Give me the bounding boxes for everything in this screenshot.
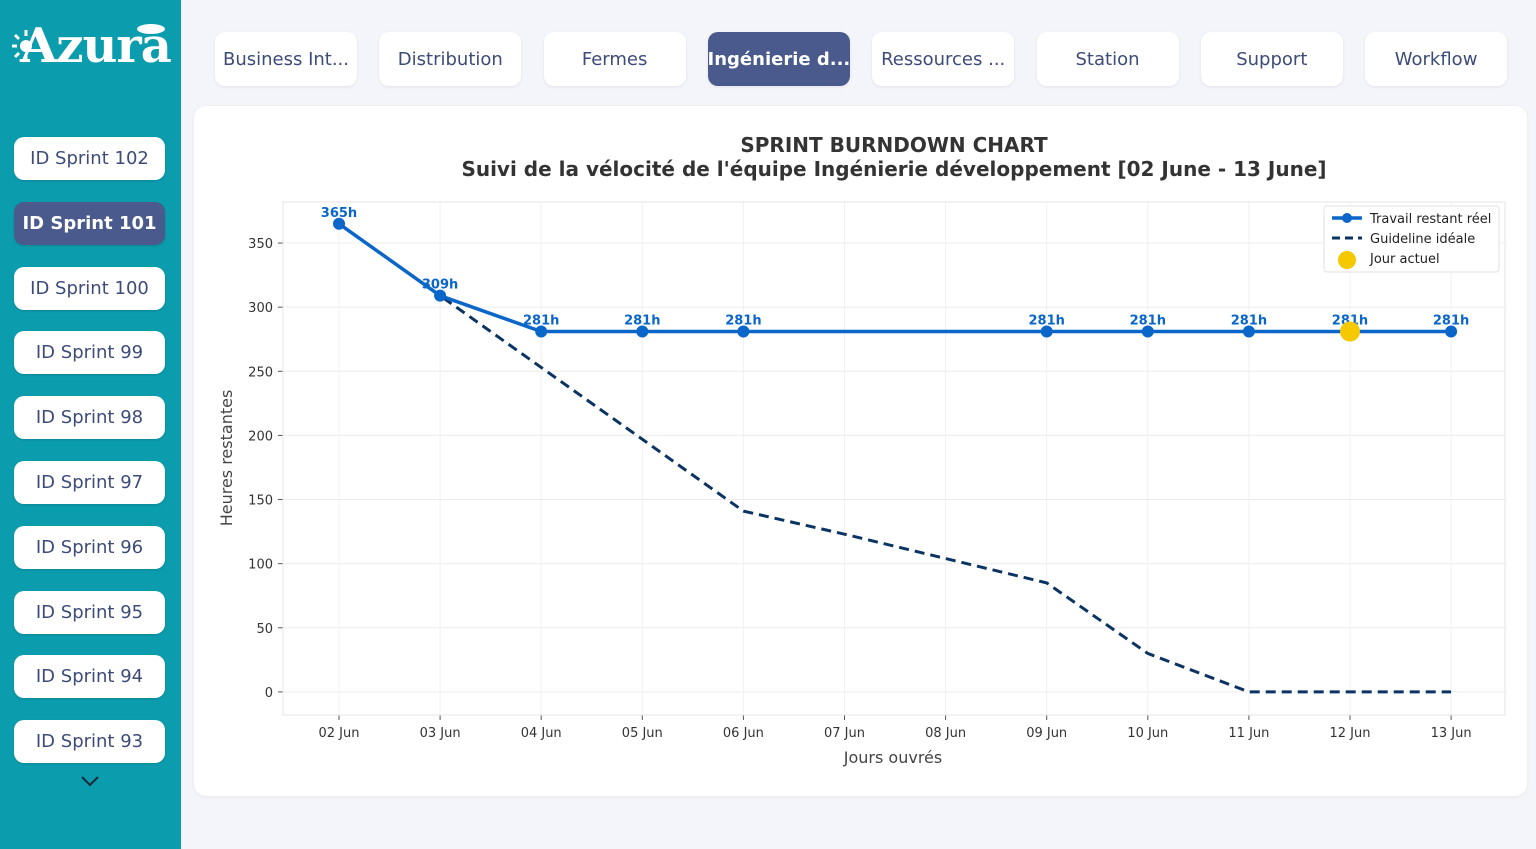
sidebar-item-sprint[interactable]: ID Sprint 93	[14, 720, 165, 764]
sidebar-item-sprint[interactable]: ID Sprint 96	[14, 525, 165, 569]
x-tick-label: 08 Jun	[925, 726, 966, 741]
x-tick-label: 04 Jun	[521, 726, 562, 741]
x-tick-label: 07 Jun	[824, 726, 865, 741]
data-label: 281h	[725, 314, 761, 329]
x-tick-label: 12 Jun	[1330, 726, 1371, 741]
chart-card: SPRINT BURNDOWN CHART Suivi de la vélocit…	[194, 106, 1527, 796]
tab[interactable]: Station	[1036, 32, 1179, 86]
legend-box	[1323, 205, 1500, 273]
y-tick-label: 200	[248, 429, 273, 444]
ideal-guideline	[338, 222, 1452, 694]
tab[interactable]: Support	[1200, 32, 1343, 86]
today-marker	[1340, 321, 1360, 342]
y-tick-label: 50	[256, 622, 273, 637]
actual-point	[535, 325, 548, 338]
tab[interactable]: Business Int...	[215, 32, 357, 86]
chart-title: SPRINT BURNDOWN CHART	[740, 133, 1048, 157]
data-label: 281h	[1231, 314, 1267, 329]
legend-today-label: Jour actuel	[1369, 252, 1440, 267]
data-label: 281h	[1433, 314, 1469, 329]
leaf-icon	[137, 24, 165, 34]
y-tick-label: 300	[248, 301, 273, 316]
plot-frame	[282, 201, 1506, 716]
logo-text: Azura	[20, 18, 172, 74]
actual-point	[1242, 325, 1255, 338]
sidebar-item-sprint[interactable]: ID Sprint 98	[14, 396, 165, 440]
actual-remaining-line	[337, 222, 1452, 334]
data-label: 365h	[321, 206, 357, 221]
legend-actual-marker	[1342, 213, 1352, 223]
actual-point	[1141, 325, 1154, 338]
data-label: 281h	[523, 314, 559, 329]
sidebar-item-sprint[interactable]: ID Sprint 94	[14, 655, 165, 699]
y-tick-label: 150	[248, 494, 273, 509]
y-tick-label: 0	[265, 686, 273, 701]
data-label: 281h	[1332, 314, 1368, 329]
azura-logo	[10, 16, 170, 86]
sun-icon	[12, 30, 32, 62]
sidebar-item-sprint[interactable]: ID Sprint 102	[14, 137, 165, 180]
sidebar-item-sprint[interactable]: ID Sprint 97	[14, 461, 165, 504]
x-tick-label: 10 Jun	[1127, 726, 1168, 741]
y-tick-label: 350	[248, 237, 273, 252]
x-axis-label: Jours ouvrés	[843, 748, 942, 767]
actual-point	[1445, 325, 1458, 338]
x-tick-label: 06 Jun	[723, 726, 764, 741]
sidebar-item-sprint[interactable]: ID Sprint 99	[14, 331, 165, 375]
x-tick-label: 13 Jun	[1431, 726, 1472, 741]
tab[interactable]: Distribution	[379, 32, 522, 86]
chevron-down-icon[interactable]	[79, 774, 101, 788]
tab[interactable]: Fermes	[543, 32, 686, 86]
data-label: 281h	[1130, 314, 1166, 329]
data-label: 309h	[422, 278, 458, 293]
y-tick-label: 100	[248, 558, 273, 573]
data-label: 281h	[624, 314, 660, 329]
x-tick-label: 05 Jun	[622, 726, 663, 741]
actual-point	[636, 325, 649, 338]
legend-today-marker	[1338, 251, 1356, 269]
y-axis-label: Heures restantes	[217, 390, 236, 527]
tab[interactable]: Workflow	[1365, 32, 1508, 86]
x-tick-label: 09 Jun	[1026, 726, 1067, 741]
actual-point	[1040, 325, 1053, 338]
x-tick-label: 02 Jun	[319, 726, 360, 741]
legend-actual-label: Travail restant réel	[1369, 212, 1491, 227]
actual-point	[434, 289, 447, 302]
x-tick-label: 11 Jun	[1228, 726, 1269, 741]
sidebar-item-sprint[interactable]: ID Sprint 100	[14, 266, 165, 310]
chart-subtitle: Suivi de la vélocité de l'équipe Ingénie…	[461, 157, 1326, 181]
sidebar-item-sprint[interactable]: ID Sprint 95	[14, 590, 165, 634]
sidebar-item-sprint[interactable]: ID Sprint 101	[14, 201, 165, 245]
tab[interactable]: Ingénierie d...	[708, 32, 850, 86]
data-label: 281h	[1028, 314, 1064, 329]
y-tick-label: 250	[248, 365, 273, 380]
x-tick-label: 03 Jun	[420, 726, 461, 741]
actual-point	[737, 325, 750, 338]
actual-point	[333, 217, 345, 230]
tab[interactable]: Ressources ...	[872, 32, 1015, 86]
legend-ideal-label: Guideline idéale	[1370, 232, 1475, 247]
sidebar: Azura ID Sprint 102 ID Sprint 101 ID Sprin…	[0, 0, 181, 849]
